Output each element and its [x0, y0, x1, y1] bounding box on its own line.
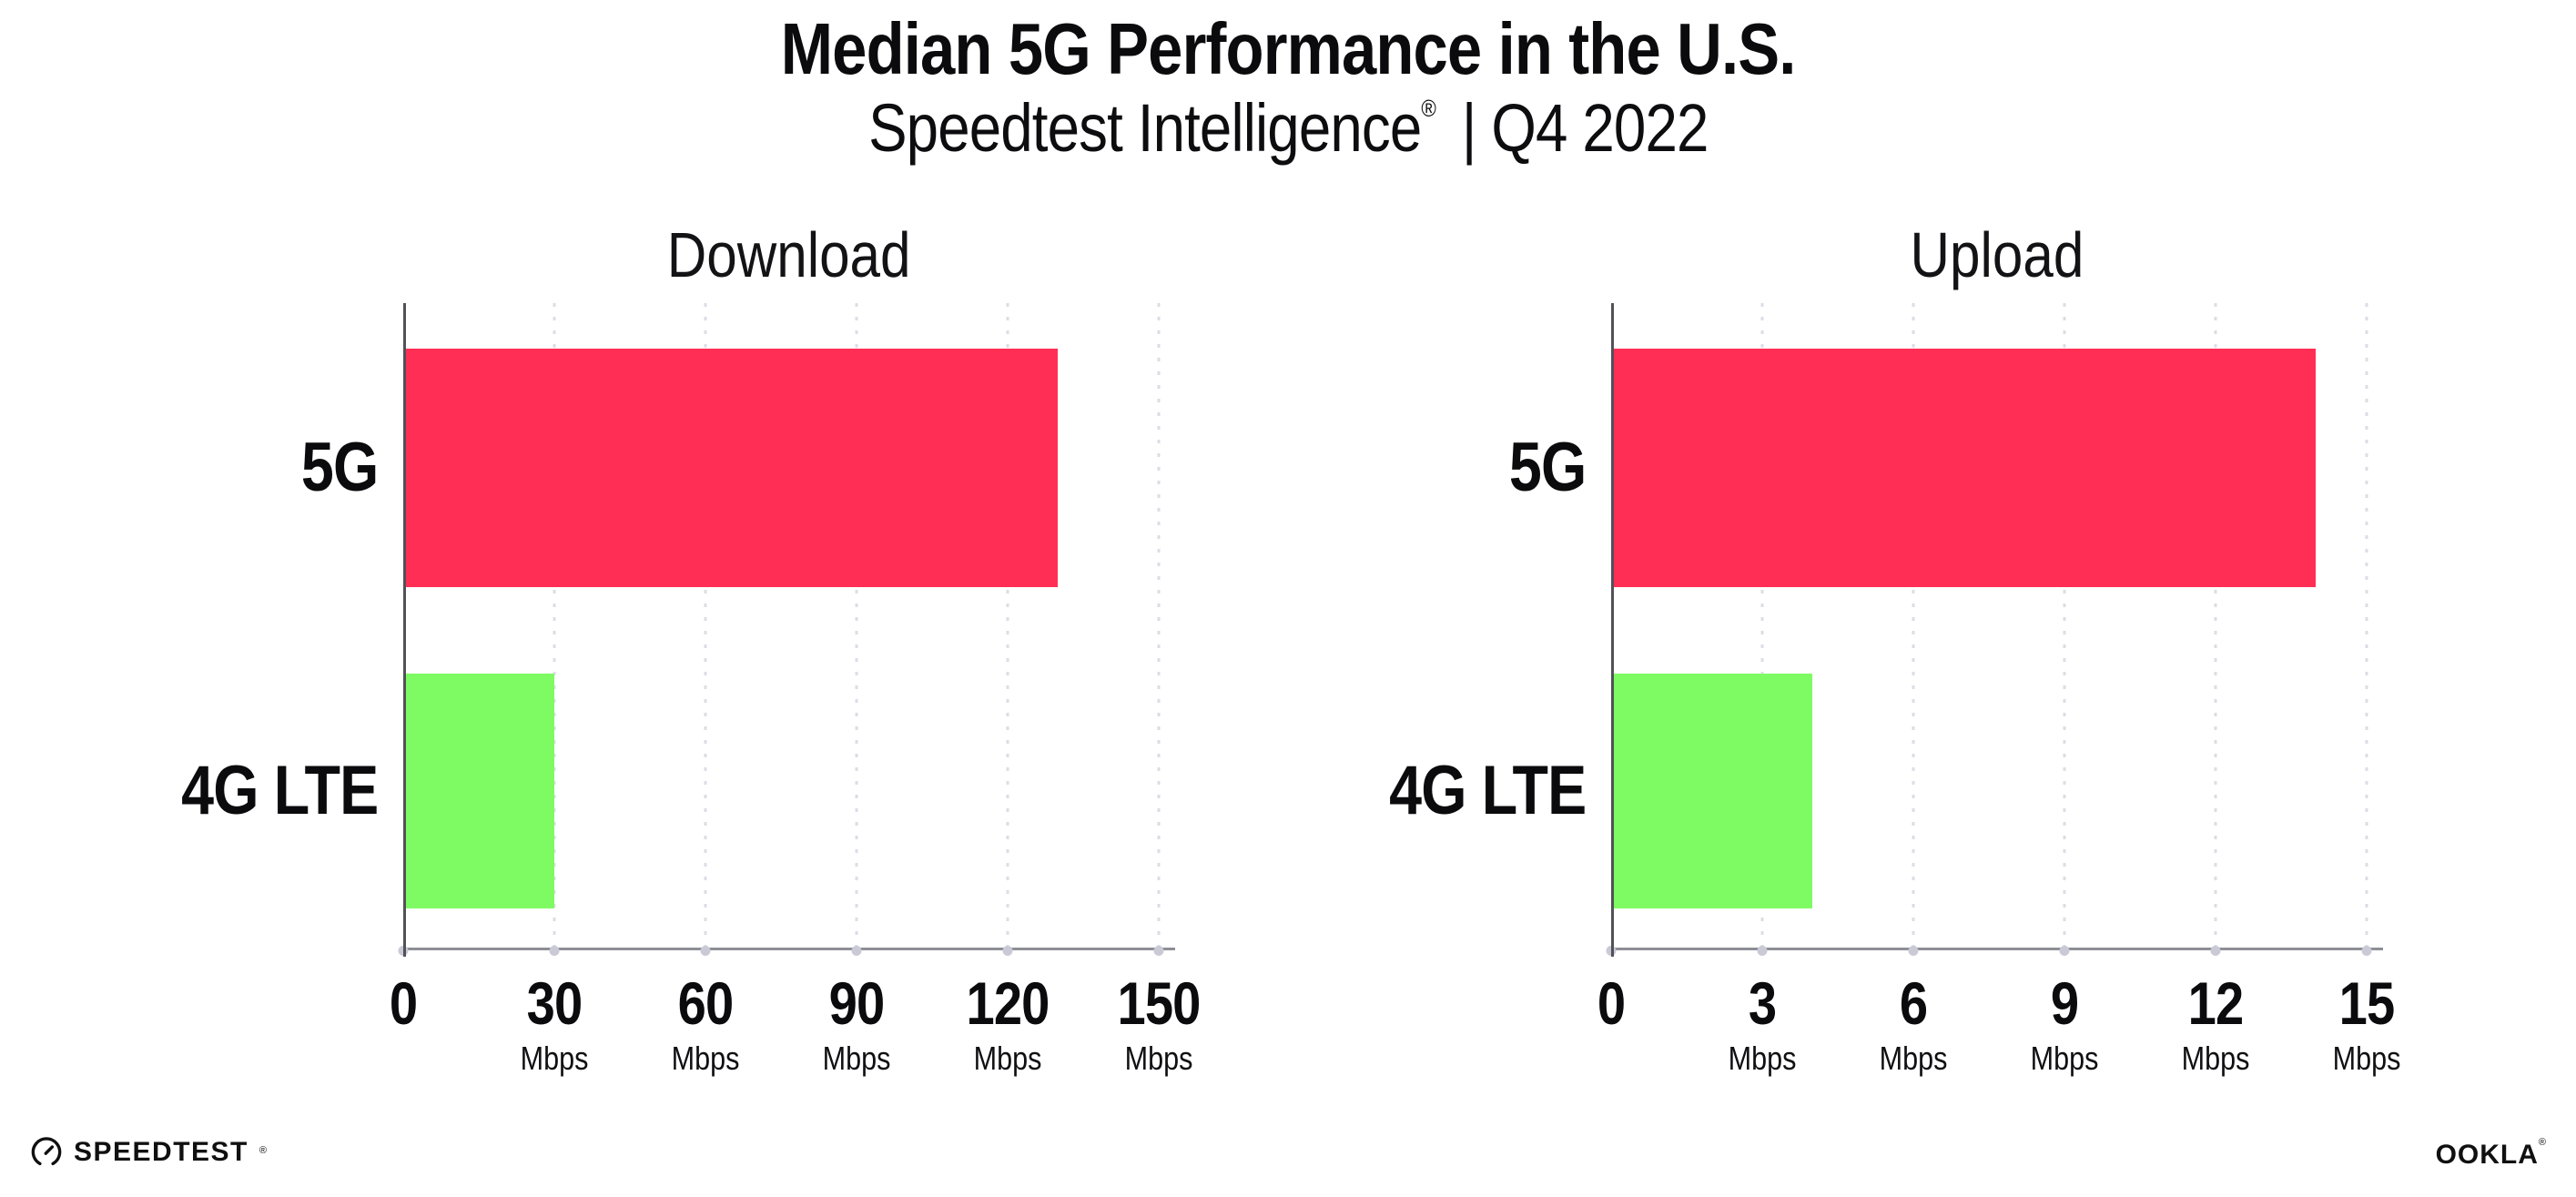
gridline-x-150 [1157, 303, 1161, 949]
subtitle-brand: Speedtest Intelligence [867, 90, 1422, 166]
tick-value: 90 [828, 969, 885, 1037]
page-title: Median 5G Performance in the U.S. [0, 9, 2576, 89]
tick-mark-120 [1002, 946, 1013, 956]
y-axis-line [1611, 303, 1614, 957]
header: Median 5G Performance in the U.S. Speedt… [0, 9, 2576, 166]
speedtest-registered-mark: ® [259, 1144, 267, 1156]
tick-value: 12 [2187, 969, 2244, 1037]
x-tick-label-90: 90 Mbps [822, 969, 891, 1078]
x-axis-line [1611, 948, 2383, 950]
tick-mark-15 [2361, 946, 2372, 956]
tick-unit: Mbps [1728, 1040, 1797, 1078]
gridline-x-6 [1912, 303, 1915, 949]
tick-mark-3 [1757, 946, 1768, 956]
tick-value: 150 [1117, 969, 1201, 1037]
tick-value: 120 [966, 969, 1050, 1037]
x-tick-label-30: 30 Mbps [520, 969, 589, 1078]
ookla-logo: OOKLA® [2435, 1137, 2546, 1171]
tick-value: 0 [1597, 969, 1626, 1037]
page-title-text: Median 5G Performance in the U.S. [780, 8, 1797, 89]
category-label-text: 5G [1508, 429, 1587, 507]
speedtest-gauge-icon [31, 1137, 62, 1166]
category-label-text: 5G [300, 429, 379, 507]
gridline-x-3 [1760, 303, 1764, 949]
x-axis-line [403, 948, 1175, 950]
tick-mark-60 [700, 946, 711, 956]
x-tick-label-3: 3 Mbps [1728, 969, 1797, 1078]
gridline-x-60 [704, 303, 707, 949]
subtitle-period: | Q4 2022 [1461, 90, 1709, 166]
tick-value: 9 [2050, 969, 2079, 1037]
tick-mark-12 [2210, 946, 2221, 956]
tick-unit: Mbps [2030, 1040, 2099, 1078]
tick-unit: Mbps [2332, 1040, 2401, 1078]
category-label-text: 4G LTE [180, 752, 379, 830]
x-tick-label-60: 60 Mbps [671, 969, 740, 1078]
tick-unit: Mbps [671, 1040, 740, 1078]
bar-4g-lte [406, 673, 554, 908]
x-tick-label-6: 6 Mbps [1879, 969, 1948, 1078]
y-axis-line [403, 303, 406, 957]
tick-value: 0 [389, 969, 418, 1037]
page-subtitle: Speedtest Intelligence® | Q4 2022 [0, 91, 2576, 165]
x-tick-label-150: 150 Mbps [1117, 969, 1201, 1078]
bar-5g [1614, 348, 2317, 587]
bar-4g-lte [1614, 673, 1813, 908]
tick-unit: Mbps [1124, 1040, 1193, 1078]
upload-category-axis: 5G 4G LTE [1244, 303, 1587, 949]
tick-value: 30 [526, 969, 583, 1037]
x-tick-label-15: 15 Mbps [2332, 969, 2401, 1078]
x-tick-label-9: 9 Mbps [2030, 969, 2099, 1078]
ookla-wordmark: OOKLA [2435, 1140, 2539, 1170]
gridline-x-30 [553, 303, 556, 949]
tick-mark-30 [549, 946, 560, 956]
gridline-x-12 [2214, 303, 2217, 949]
tick-unit: Mbps [1879, 1040, 1948, 1078]
tick-mark-6 [1908, 946, 1919, 956]
tick-unit: Mbps [973, 1040, 1042, 1078]
tick-value: 6 [1899, 969, 1928, 1037]
category-label-5g: 5G [1244, 349, 1587, 587]
download-plot-area [398, 303, 1175, 957]
tick-unit: Mbps [520, 1040, 589, 1078]
tick-unit: Mbps [2181, 1040, 2250, 1078]
upload-plot-area [1606, 303, 2383, 957]
upload-chart-title: Upload [1910, 219, 2084, 290]
x-tick-label-0: 0 [1597, 969, 1626, 1037]
x-tick-label-120: 120 Mbps [966, 969, 1050, 1078]
download-x-axis-labels: 0 30 Mbps 60 Mbps 90 Mbps 120 Mbps 150 Mbps [390, 969, 1201, 1118]
download-chart-title: Download [667, 219, 911, 290]
download-chart: Download 5G 4G LTE 0 30 Mbps 60 Mbps 90 Mbps 120… [36, 218, 1293, 1138]
bar-5g [406, 348, 1059, 587]
tick-mark-90 [851, 946, 862, 956]
x-tick-label-12: 12 Mbps [2181, 969, 2250, 1078]
tick-unit: Mbps [822, 1040, 891, 1078]
category-label-4g-lte: 4G LTE [36, 674, 379, 908]
tick-value: 3 [1748, 969, 1777, 1037]
upload-x-axis-labels: 0 3 Mbps 6 Mbps 9 Mbps 12 Mbps 15 Mbps [1597, 969, 2400, 1118]
gridline-x-120 [1006, 303, 1009, 949]
tick-mark-9 [2059, 946, 2070, 956]
category-label-4g-lte: 4G LTE [1244, 674, 1587, 908]
gridline-x-90 [855, 303, 858, 949]
tick-mark-150 [1153, 946, 1164, 956]
gridline-x-9 [2063, 303, 2066, 949]
category-label-5g: 5G [36, 349, 379, 587]
tick-value: 60 [677, 969, 735, 1037]
registered-trademark-mark: ® [1421, 95, 1435, 122]
download-category-axis: 5G 4G LTE [36, 303, 379, 949]
category-label-text: 4G LTE [1388, 752, 1587, 830]
upload-chart: Upload 5G 4G LTE 0 3 Mbps 6 Mbps 9 Mbps 12 Mbps 15… [1244, 218, 2500, 1138]
tick-value: 15 [2338, 969, 2395, 1037]
speedtest-wordmark: SPEEDTEST [74, 1137, 248, 1167]
x-tick-label-0: 0 [389, 969, 418, 1037]
speedtest-logo: SPEEDTEST ® [30, 1136, 267, 1169]
ookla-registered-mark: ® [2538, 1137, 2546, 1148]
gridline-x-15 [2365, 303, 2368, 949]
